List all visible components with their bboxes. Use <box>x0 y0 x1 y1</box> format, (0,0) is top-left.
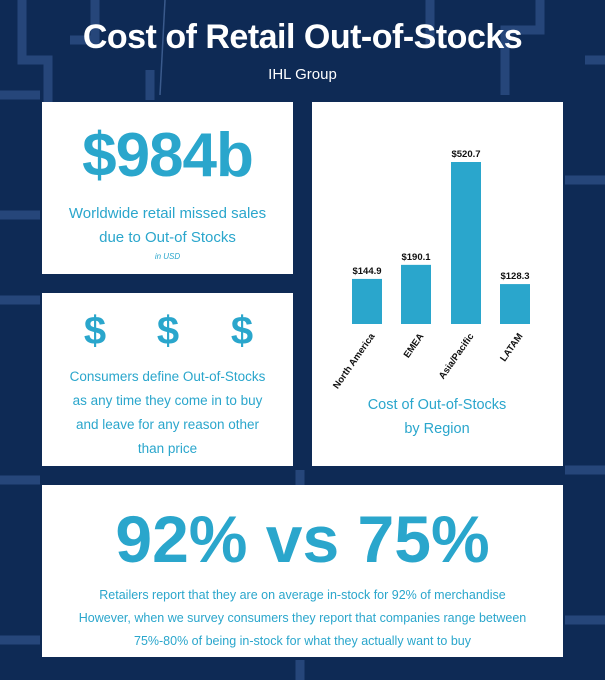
page-subtitle: IHL Group <box>268 66 337 83</box>
comparison-line1: Retailers report that they are on averag… <box>99 588 506 602</box>
page-title: Cost of Retail Out-of-Stocks <box>82 18 523 56</box>
comparison-line3: 75%-80% of being in-stock for what they … <box>134 634 471 648</box>
currency-note: in USD <box>154 252 181 261</box>
definition-line3: and leave for any reason other <box>75 417 260 432</box>
definition-line2: as any time they come in to buy <box>72 393 263 408</box>
bar-0 <box>352 278 382 324</box>
bar-value-label: $144.9 <box>352 266 381 277</box>
category-tick-label: Asia/Pacific <box>437 331 477 381</box>
missed-sales-stat: $984b <box>82 121 254 190</box>
definition-line4: than price <box>137 441 198 456</box>
bar-3 <box>500 284 530 324</box>
comparison-line2: However, when we survey consumers they r… <box>78 611 527 625</box>
dollar-sign-icon: $ <box>156 309 180 353</box>
bar-value-label: $190.1 <box>401 252 431 263</box>
dollar-sign-icon: $ <box>83 309 107 353</box>
comparison-stat: 92% vs 75% <box>115 502 490 576</box>
chart-title-line1: Cost of Out-of-Stocks <box>368 397 507 413</box>
region-bar-chart: $144.9 North America $190.1 EMEA $520.7 Asia/… <box>331 149 530 437</box>
bar-2 <box>451 162 481 324</box>
category-tick-label: EMEA <box>402 331 427 360</box>
bar-1 <box>401 264 431 324</box>
bar-value-label: $128.3 <box>500 271 529 282</box>
region-chart-card: $144.9 North America $190.1 EMEA $520.7 Asia/… <box>312 102 563 466</box>
category-tick-label: LATAM <box>498 331 525 363</box>
missed-sales-description-line2: due to Out-of Stocks <box>99 229 236 246</box>
missed-sales-card: $984b Worldwide retail missed sales due … <box>42 102 293 274</box>
dollar-sign-icon: $ <box>230 309 254 353</box>
definition-card: $ $ $ Consumers define Out-of-Stocks as … <box>42 293 293 466</box>
comparison-card: 92% vs 75% Retailers report that they ar… <box>42 485 563 657</box>
missed-sales-description-line1: Worldwide retail missed sales <box>68 205 267 222</box>
chart-title-line2: by Region <box>404 421 469 437</box>
definition-line1: Consumers define Out-of-Stocks <box>69 369 266 384</box>
category-tick-label: North America <box>331 331 378 391</box>
bar-value-label: $520.7 <box>451 149 480 160</box>
dollar-icons-row: $ $ $ <box>42 309 293 353</box>
